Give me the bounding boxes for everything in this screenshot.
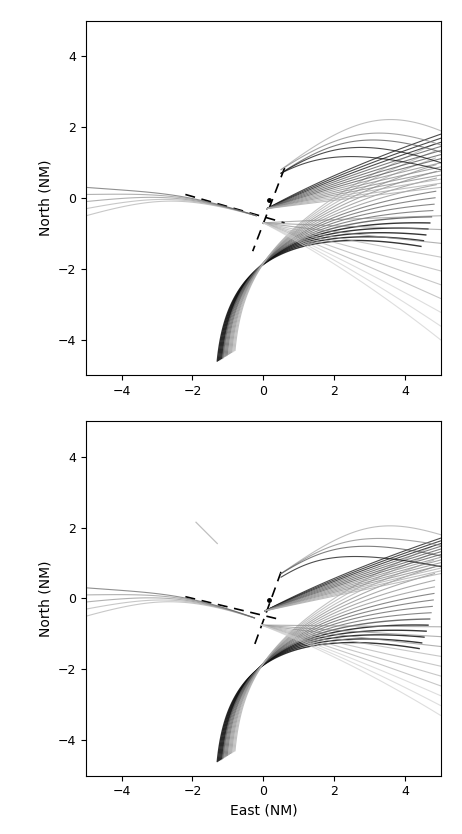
X-axis label: East (NM): East (NM) [230,804,297,818]
Y-axis label: North (NM): North (NM) [38,560,53,636]
Y-axis label: North (NM): North (NM) [38,160,53,236]
